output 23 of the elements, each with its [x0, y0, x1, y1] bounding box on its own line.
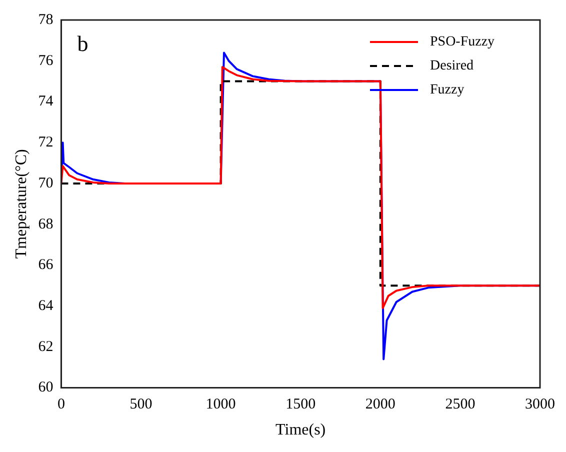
legend-label: Desired: [430, 58, 474, 74]
y-tick-label: 76: [38, 52, 54, 69]
legend-label: PSO-Fuzzy: [430, 34, 495, 50]
x-axis-title: Time(s): [276, 422, 326, 439]
x-tick-label: 500: [130, 396, 152, 413]
x-tick-label: 2500: [445, 396, 476, 413]
annotation: b: [77, 30, 88, 56]
y-tick-label: 74: [38, 94, 54, 110]
y-tick-label: 66: [38, 257, 54, 274]
x-tick-label: 3000: [525, 396, 555, 413]
legend-label: Fuzzy: [430, 82, 464, 98]
y-tick-label: 64: [38, 298, 54, 314]
y-tick-label: 60: [38, 380, 54, 396]
y-tick-label: 62: [38, 338, 54, 355]
x-tick-label: 2000: [365, 396, 396, 413]
x-tick-label: 1000: [206, 396, 236, 413]
y-tick-label: 72: [38, 134, 54, 151]
y-axis-title: Tmeperature(°C): [12, 149, 30, 259]
y-tick-label: 70: [38, 175, 54, 192]
x-tick-label: 0: [57, 396, 65, 413]
x-tick-label: 1500: [286, 396, 316, 413]
y-tick-label: 68: [38, 216, 54, 232]
y-tick-label: 78: [38, 12, 54, 28]
